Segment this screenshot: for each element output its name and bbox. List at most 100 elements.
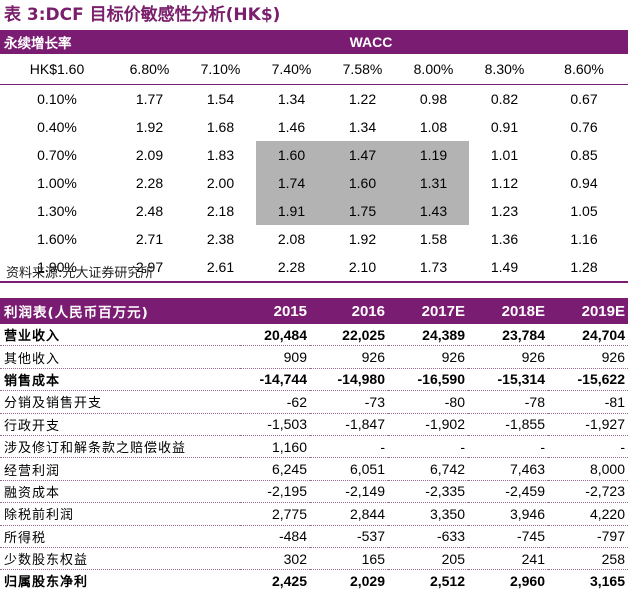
income-row: 归属股东净利 2,425 2,029 2,512 2,960 3,165 [0,570,628,592]
target-price-cell: 0.85 [570,147,598,163]
year-header: 2015 [240,298,310,324]
target-price-cell: 1.01 [490,147,519,163]
income-header-label: 利润表(人民币百万元) [0,298,240,324]
line-item-value: 3,946 [468,502,548,526]
line-item-value: -1,927 [548,413,628,436]
target-price-cell: 1.12 [490,175,519,191]
wacc-value: 8.60% [540,54,628,85]
target-price-cell: 1.68 [206,119,235,135]
line-item-value: 3,350 [388,502,468,526]
income-row: 经营利润 6,245 6,051 6,742 7,463 8,000 [0,457,628,481]
line-item-value: -14,980 [310,368,388,392]
wacc-value: 7.40% [256,54,327,85]
line-item-value: 23,784 [468,324,548,347]
year-header: 2018E [468,298,548,324]
target-price-cell: 2.71 [135,231,164,247]
target-price-cell: 2.00 [206,175,235,191]
line-item-value: 926 [388,345,468,369]
line-item-value: 2,844 [310,502,388,526]
line-item-value: - [388,435,468,459]
target-price-cell: 1.54 [206,91,235,107]
line-item-value: -537 [310,525,388,548]
target-price-cell: 1.43 [398,197,469,225]
wacc-header: WACC [114,30,628,54]
target-price-cell: 1.36 [490,231,519,247]
line-item-label: 融资成本 [0,480,240,504]
line-item-value: -80 [388,390,468,414]
target-price-cell: 2.10 [327,253,398,283]
target-price-cell: 2.97 [114,253,185,283]
target-price-cell: 2.18 [206,203,235,219]
line-item-value: 926 [310,345,388,369]
income-row: 营业收入 20,484 22,025 24,389 23,784 24,704 [0,324,628,347]
growth-rate-header: 永续增长率 [0,30,114,54]
line-item-value: 24,704 [548,324,628,347]
target-price-cell: 0.67 [570,91,598,107]
line-item-label: 分销及销售开支 [0,390,240,414]
target-price-cell: 1.34 [348,119,377,135]
income-row: 销售成本 -14,744 -14,980 -16,590 -15,314 -15,622 [0,368,628,392]
line-item-value: -1,855 [468,413,548,436]
target-price-cell: 0.98 [419,91,448,107]
target-price-cell: 1.47 [327,141,398,169]
line-item-value: 909 [240,345,310,369]
line-item-value: -745 [468,525,548,548]
line-item-label: 行政开支 [0,413,240,436]
line-item-value: -2,723 [548,480,628,504]
line-item-label: 经营利润 [0,457,240,481]
sensitivity-row: 1.00% 2.28 2.00 1.74 1.60 1.31 1.12 0.94 [0,169,628,197]
target-price-cell: 1.73 [398,253,469,283]
target-price-cell: 1.28 [540,253,628,283]
line-item-value: -1,503 [240,413,310,436]
line-item-value: -16,590 [388,368,468,392]
target-price-cell: 1.77 [135,91,164,107]
income-row: 所得税 -484 -537 -633 -745 -797 [0,525,628,548]
target-price-cell: 0.76 [570,119,598,135]
target-price-cell: 1.58 [419,231,448,247]
sensitivity-row: 0.10% 1.77 1.54 1.34 1.22 0.98 0.82 0.67 [0,85,628,114]
income-row: 涉及修订和解条款之赔偿收益 1,160- - - - [0,435,628,459]
target-price-cell: 2.28 [135,175,164,191]
line-item-value: 205 [388,547,468,571]
line-item-value: 8,000 [548,457,628,481]
target-price-cell: 1.74 [256,169,327,197]
line-item-value: -2,335 [388,480,468,504]
sensitivity-row: 1.60% 2.71 2.38 2.08 1.92 1.58 1.36 1.16 [0,225,628,253]
line-item-value: 3,165 [589,572,625,589]
line-item-value: -62 [240,390,310,414]
line-item-value: 2,512 [429,572,465,589]
line-item-value: -1,847 [310,413,388,436]
target-price-cell: 1.16 [570,231,598,247]
line-item-value: 7,463 [468,457,548,481]
year-header: 2017E [388,298,468,324]
line-item-value: -14,744 [240,368,310,392]
line-item-value: 2,775 [240,502,310,526]
line-item-label: 销售成本 [0,368,240,392]
growth-rate: 1.90% [0,253,114,283]
sensitivity-row: 1.30% 2.48 2.18 1.91 1.75 1.43 1.23 1.05 [0,197,628,225]
line-item-value: - [468,435,548,459]
line-item-value: 2,029 [349,572,385,589]
income-row: 除税前利润 2,775 2,844 3,350 3,946 4,220 [0,502,628,526]
target-price-cell: 2.38 [206,231,235,247]
line-item-value: 926 [548,345,628,369]
target-price-cell: 1.92 [348,231,377,247]
line-item-value: -484 [240,525,310,548]
line-item-value: 302 [240,547,310,571]
target-price-cell: 1.19 [398,141,469,169]
line-item-value: 2,425 [271,572,307,589]
growth-rate: 0.70% [37,147,77,163]
target-price-cell: 0.94 [570,175,598,191]
line-item-label: 除税前利润 [0,502,240,526]
target-price-cell: 1.92 [135,119,164,135]
line-item-value: 258 [548,547,628,571]
wacc-value: 8.30% [469,54,540,85]
growth-rate: 1.00% [37,175,77,191]
dcf-sensitivity-table: 永续增长率 WACC HK$1.60 6.80% 7.10% 7.40% 7.58% 8… [0,30,628,283]
growth-rate: 1.60% [37,231,77,247]
year-header: 2016 [310,298,388,324]
line-item-value: -797 [548,525,628,548]
line-item-label: 营业收入 [0,324,240,347]
line-item-value: 22,025 [310,324,388,347]
table-title: 表 3:DCF 目标价敏感性分析(HK$) [4,5,281,25]
